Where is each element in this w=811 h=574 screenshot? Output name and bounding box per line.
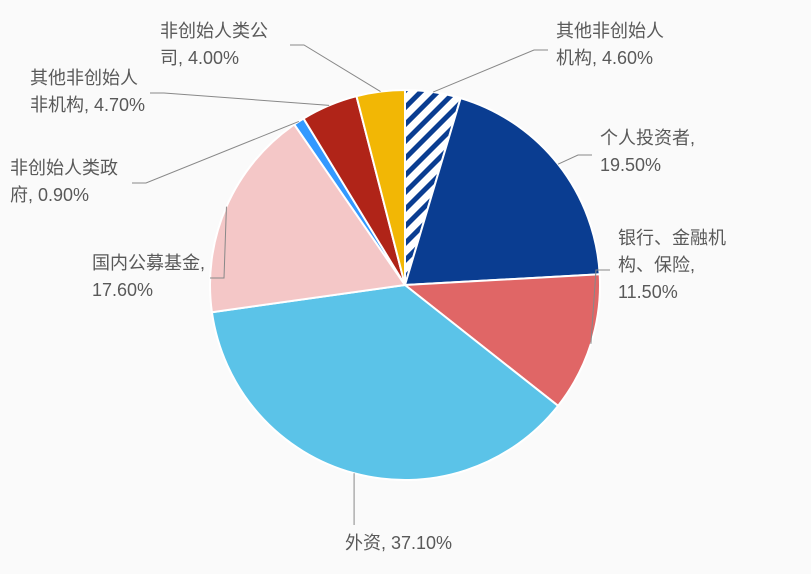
slice-label: 其他非创始人非机构, 4.70% — [30, 65, 145, 119]
slice-label: 非创始人类政府, 0.90% — [10, 155, 118, 209]
slice-label: 非创始人类公司, 4.00% — [160, 18, 268, 72]
slice-label: 外资, 37.10% — [345, 530, 452, 557]
pie-chart-container: 其他非创始人机构, 4.60% 个人投资者,19.50% 银行、金融机构、保险,11… — [0, 0, 811, 574]
leader-line — [558, 155, 592, 164]
slice-label: 其他非创始人机构, 4.60% — [556, 18, 664, 72]
leader-line — [433, 50, 548, 92]
leader-line — [290, 45, 381, 92]
slice-label: 银行、金融机构、保险,11.50% — [618, 225, 726, 306]
leader-line — [150, 93, 329, 105]
slice-label: 个人投资者,19.50% — [600, 125, 695, 179]
slice-label: 国内公募基金,17.60% — [92, 250, 205, 304]
